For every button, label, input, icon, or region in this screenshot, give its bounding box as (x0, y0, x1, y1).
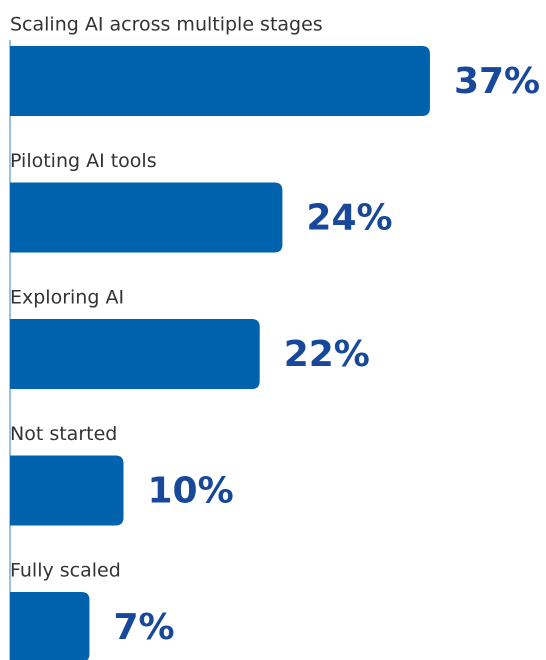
value-label: 22% (284, 334, 370, 375)
value-label: 10% (148, 471, 234, 512)
category-label: Exploring AI (10, 287, 124, 309)
bar (10, 319, 260, 389)
category-label: Scaling AI across multiple stages (10, 14, 323, 36)
bar (10, 455, 124, 526)
value-label: 24% (306, 198, 392, 239)
bar (10, 592, 90, 660)
category-label: Fully scaled (10, 560, 121, 582)
bar (10, 182, 283, 253)
value-label: 7% (113, 607, 174, 648)
bar (10, 46, 430, 116)
category-label: Piloting AI tools (10, 150, 157, 172)
category-label: Not started (10, 423, 117, 445)
value-label: 37% (454, 61, 540, 102)
